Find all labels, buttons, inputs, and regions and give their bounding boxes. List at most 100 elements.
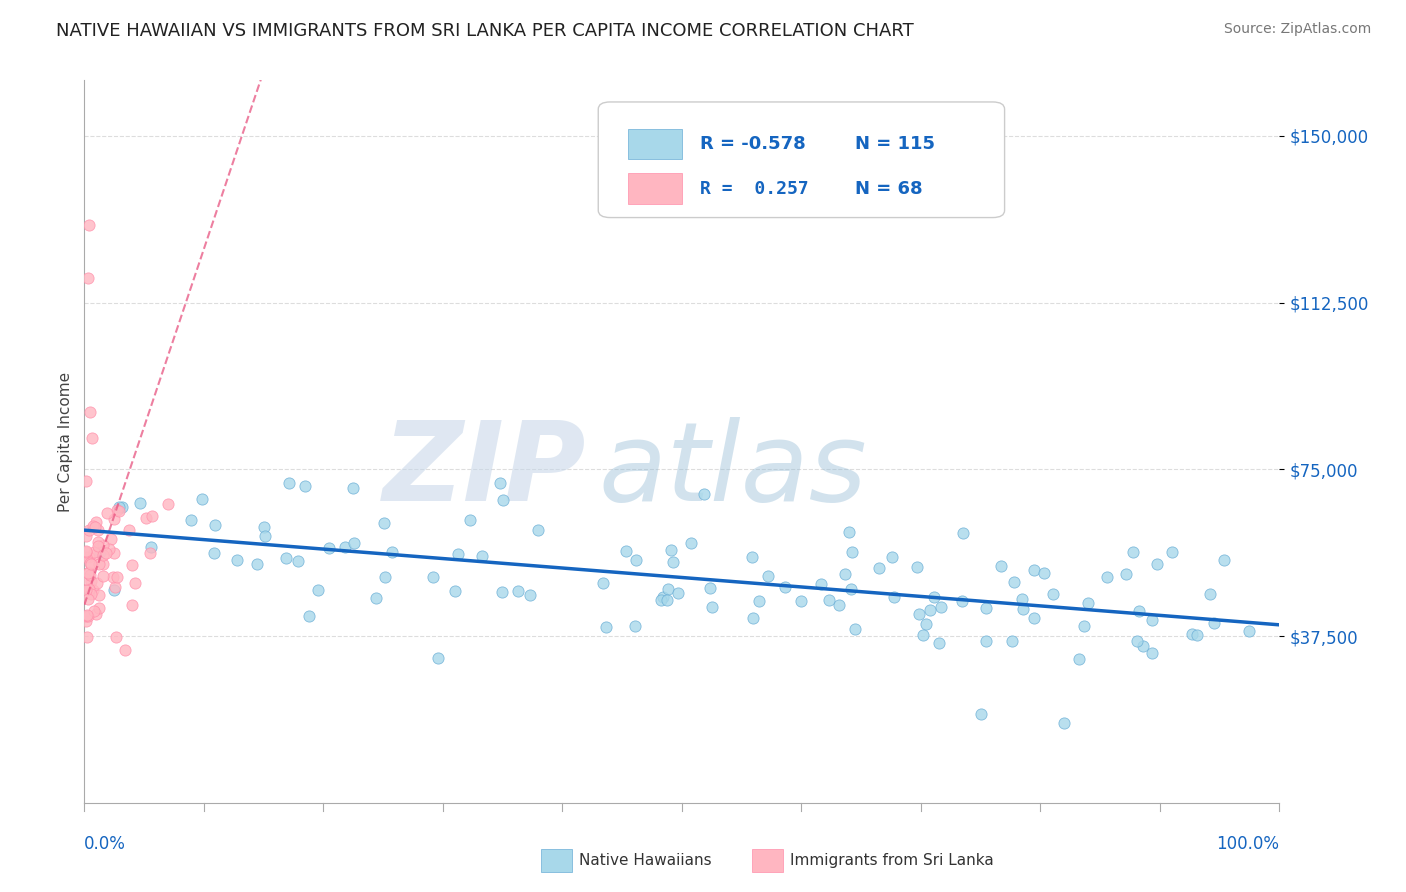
Point [91, 548, 114, 562]
Text: NATIVE HAWAIIAN VS IMMIGRANTS FROM SRI LANKA PER CAPITA INCOME CORRELATION CHART: NATIVE HAWAIIAN VS IMMIGRANTS FROM SRI L… [56, 22, 914, 40]
Point [79, 558, 101, 572]
Point [335, 540, 357, 554]
Point [82, 518, 104, 533]
Point [204, 518, 226, 533]
FancyBboxPatch shape [599, 102, 1005, 218]
Point [624, 552, 647, 566]
Point [82, 548, 104, 562]
Point [1002, 575, 1025, 590]
Point [920, 603, 942, 617]
Text: Native Hawaiians: Native Hawaiians [579, 854, 711, 868]
Point [922, 590, 945, 604]
Point [103, 546, 125, 560]
Point [342, 481, 364, 495]
Point [1146, 557, 1168, 571]
Point [83, 545, 105, 559]
Point [700, 599, 723, 614]
Point [84, 607, 107, 621]
Point [77, 218, 100, 232]
Point [748, 594, 770, 608]
Point [139, 540, 162, 554]
Point [75, 475, 97, 489]
Point [666, 586, 689, 600]
Point [657, 582, 679, 596]
Point [114, 643, 136, 657]
Point [86, 576, 108, 591]
Point [100, 533, 122, 547]
Point [103, 512, 125, 526]
Point [253, 520, 276, 534]
Point [1126, 633, 1149, 648]
Point [844, 622, 866, 636]
Point [1140, 613, 1163, 627]
Point [121, 598, 143, 612]
Point [1181, 627, 1204, 641]
Point [96, 506, 118, 520]
Point [96, 546, 118, 560]
Point [381, 545, 404, 559]
Point [905, 559, 928, 574]
Point [75, 582, 97, 597]
Point [121, 558, 143, 572]
Point [75, 544, 97, 558]
Point [117, 524, 139, 538]
Point [974, 601, 997, 615]
FancyBboxPatch shape [628, 173, 682, 203]
Point [104, 630, 127, 644]
Point [1053, 715, 1076, 730]
Point [990, 558, 1012, 573]
Point [1160, 544, 1182, 558]
Point [1012, 602, 1035, 616]
Point [834, 567, 856, 582]
Text: Source: ZipAtlas.com: Source: ZipAtlas.com [1223, 22, 1371, 37]
Point [661, 542, 683, 557]
Point [191, 492, 214, 507]
Point [1042, 586, 1064, 600]
Text: Immigrants from Sri Lanka: Immigrants from Sri Lanka [790, 854, 994, 868]
Point [1213, 552, 1236, 566]
Point [103, 569, 125, 583]
Point [91, 557, 114, 571]
Point [526, 523, 548, 537]
Text: ZIP: ZIP [382, 417, 586, 524]
Point [139, 546, 162, 560]
Point [756, 569, 779, 583]
Point [741, 611, 763, 625]
Point [80, 431, 103, 445]
Point [841, 582, 863, 596]
Point [246, 558, 269, 572]
Text: N = 68: N = 68 [855, 179, 922, 197]
Point [458, 513, 481, 527]
Point [908, 607, 931, 621]
Point [489, 475, 512, 490]
Point [699, 581, 721, 595]
Point [1024, 611, 1046, 625]
Point [76, 591, 98, 606]
Point [87, 601, 110, 615]
Point [974, 633, 997, 648]
Point [86, 523, 108, 537]
Point [1204, 615, 1226, 630]
Point [1115, 566, 1137, 581]
Point [77, 566, 100, 581]
Point [444, 584, 467, 599]
Point [83, 520, 105, 534]
Point [308, 582, 330, 597]
Point [83, 604, 105, 618]
Point [1077, 596, 1099, 610]
Point [915, 617, 938, 632]
FancyBboxPatch shape [628, 128, 682, 159]
Point [692, 487, 714, 501]
Point [374, 570, 396, 584]
Point [107, 504, 129, 518]
Point [111, 500, 134, 514]
Point [91, 568, 114, 582]
Point [650, 593, 672, 607]
Point [278, 475, 301, 490]
Point [77, 609, 100, 624]
Point [77, 524, 100, 538]
Point [883, 590, 905, 604]
Point [868, 561, 890, 575]
Point [77, 549, 100, 564]
Text: R =  0.257: R = 0.257 [700, 179, 808, 197]
